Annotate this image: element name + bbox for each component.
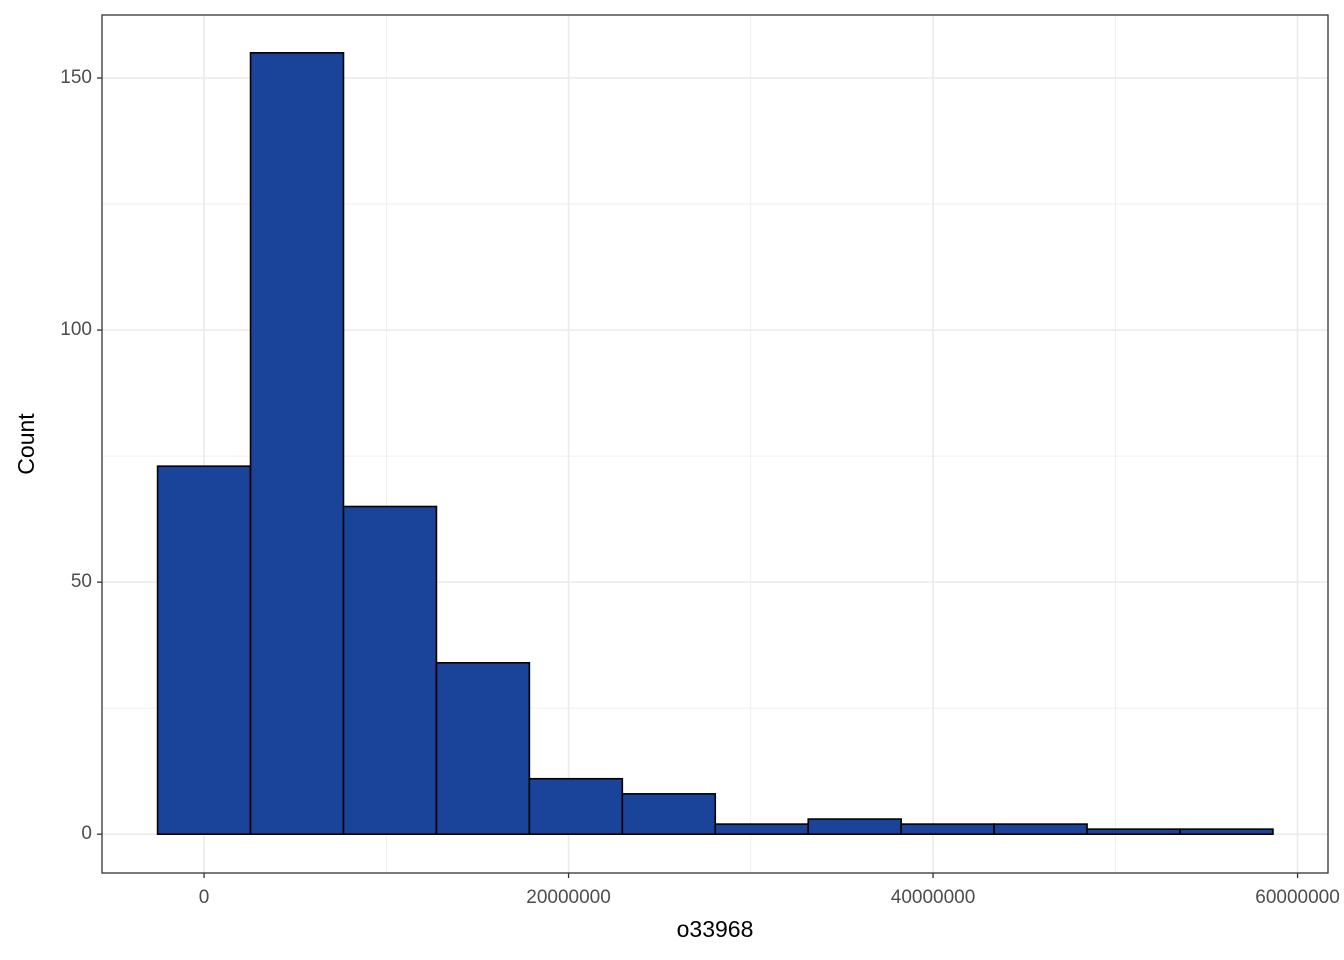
panel-border	[101, 14, 1329, 874]
x-tick-label: 20000000	[526, 887, 611, 908]
bars	[156, 52, 1274, 835]
bar	[156, 465, 252, 835]
x-axis-title: o33968	[677, 916, 754, 942]
bar	[249, 52, 345, 835]
y-tick-label: 0	[81, 823, 92, 844]
bar	[621, 793, 717, 835]
y-axis-title: Count	[13, 413, 39, 475]
bar	[1086, 828, 1181, 835]
bar	[807, 818, 902, 835]
bar	[993, 823, 1088, 835]
y-tick-label: 50	[71, 571, 92, 592]
bar	[435, 661, 531, 835]
bar	[1179, 828, 1274, 835]
y-tick-label: 150	[60, 67, 92, 88]
bar	[342, 505, 438, 835]
x-tick-label: 0	[199, 887, 210, 908]
bar	[900, 823, 995, 835]
y-tick-label: 100	[60, 319, 92, 340]
x-tick-label: 60000000	[1255, 887, 1340, 908]
bar	[714, 823, 810, 835]
bar	[528, 777, 624, 835]
x-tick-label: 40000000	[891, 887, 976, 908]
